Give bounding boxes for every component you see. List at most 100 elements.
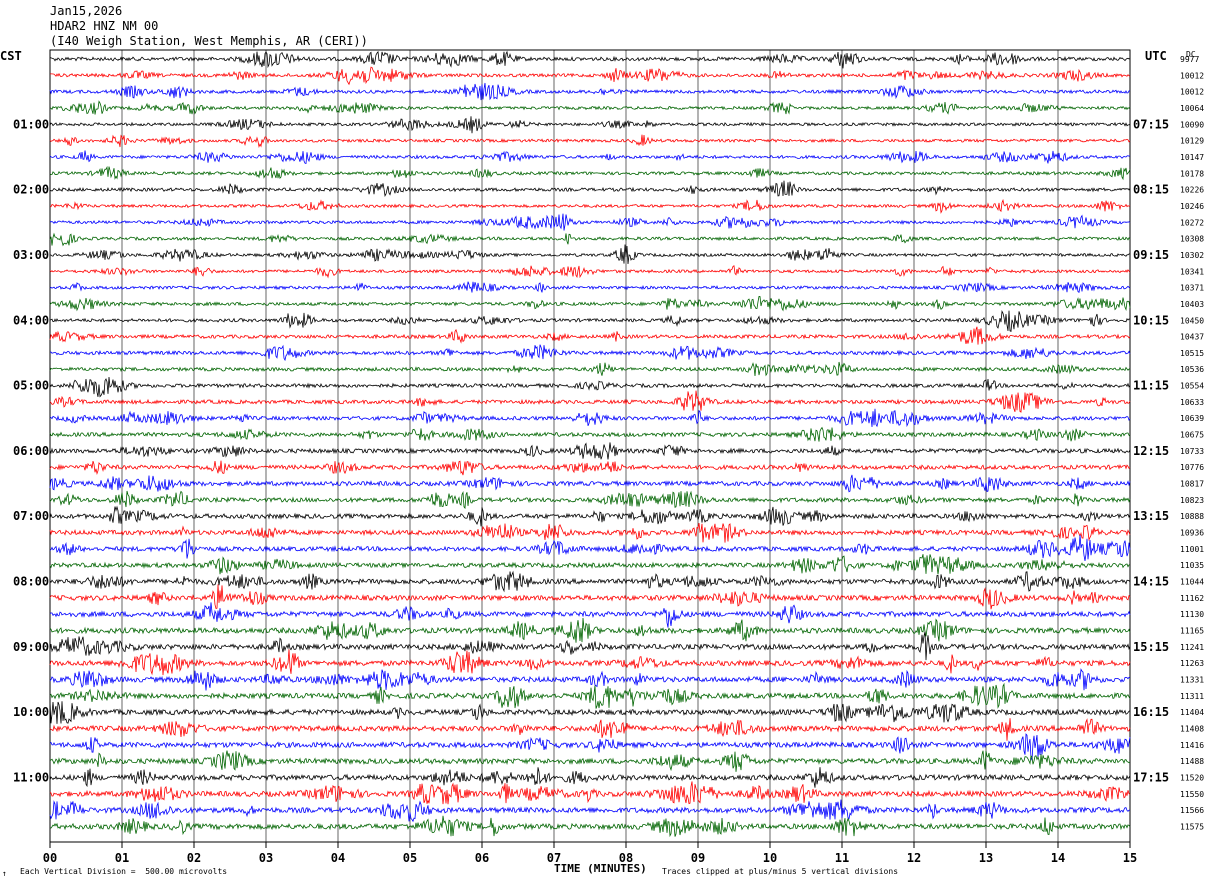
dc-offset-label: 10675 [1180, 431, 1204, 440]
dc-offset-label: 10178 [1180, 169, 1204, 178]
left-hour-label: 10:00 [13, 705, 49, 719]
x-tick-label: 03 [259, 851, 273, 865]
dc-offset-label: 11575 [1180, 822, 1204, 831]
seismic-trace [50, 244, 1131, 265]
left-hour-label: 11:00 [13, 770, 49, 784]
right-hour-label: 12:15 [1133, 444, 1169, 458]
seismic-trace [49, 474, 1131, 493]
right-hour-label: 07:15 [1133, 117, 1169, 131]
dc-offset-label: 11566 [1180, 806, 1204, 815]
x-tick-label: 04 [331, 851, 345, 865]
dc-offset-label: 10308 [1180, 235, 1204, 244]
dc-offset-label: 11416 [1180, 741, 1204, 750]
x-tick-labels: 00 01 02 03 04 05 06 07 08 09 10 11 12 13 14 15 [43, 851, 1137, 865]
dc-offset-label: 10776 [1180, 463, 1204, 472]
seismic-trace [49, 733, 1131, 761]
left-hour-label: 05:00 [13, 379, 49, 393]
scale-note: Each Vertical Division = 500.00 microvol… [20, 867, 228, 876]
seismic-trace [49, 505, 1131, 527]
seismic-trace [49, 534, 1131, 561]
seismic-trace [49, 602, 1131, 628]
dc-offset-label: 10147 [1180, 153, 1204, 162]
dc-offset-label: 10450 [1180, 316, 1204, 325]
dc-offset-label: 11263 [1180, 659, 1204, 668]
dc-offset-label: 10817 [1180, 480, 1204, 489]
seismic-trace [49, 150, 1131, 165]
left-hour-label: 06:00 [13, 444, 49, 458]
left-hour-labels: 01:00 02:00 03:00 04:00 05:00 06:00 07:00 08:00… [13, 117, 49, 784]
x-tick-label: 01 [115, 851, 129, 865]
seismic-trace [49, 554, 1130, 575]
dc-offset-label: 10129 [1180, 137, 1204, 146]
right-hour-label: 16:15 [1133, 705, 1169, 719]
dc-offset-label: 11520 [1180, 773, 1204, 782]
dc-offset-label: 10639 [1180, 414, 1204, 423]
seismic-trace [49, 570, 1131, 593]
right-hour-label: 13:15 [1133, 509, 1169, 523]
dc-offset-label: 10371 [1180, 284, 1204, 293]
seismic-trace [49, 281, 1131, 293]
dc-offset-labels: 9977 10012 10012 10064 10090 10129 10147 10178 1… [1180, 55, 1204, 832]
clip-note: Traces clipped at plus/minus 5 vertical … [662, 867, 899, 876]
x-tick-label: 10 [763, 851, 777, 865]
x-tick-label: 02 [187, 851, 201, 865]
seismic-trace [49, 701, 1131, 724]
right-hour-label: 08:15 [1133, 183, 1169, 197]
seismic-trace [49, 165, 1131, 181]
seismic-trace [49, 750, 1131, 772]
x-tick-label: 08 [619, 851, 633, 865]
seismic-trace [49, 326, 1131, 345]
dc-offset-label: 11241 [1180, 643, 1204, 652]
seismic-trace [49, 617, 1131, 643]
left-timezone-label: CST [0, 49, 22, 63]
dc-offset-label: 11162 [1180, 594, 1204, 603]
seismic-trace [49, 310, 1131, 333]
dc-offset-label: 11404 [1180, 708, 1204, 717]
right-timezone-label: UTC [1145, 49, 1167, 63]
dc-offset-label: 10341 [1180, 267, 1204, 276]
left-hour-label: 07:00 [13, 509, 49, 523]
seismic-trace [49, 815, 1131, 838]
dc-offset-label: 10226 [1180, 186, 1204, 195]
seismic-trace [50, 50, 1131, 69]
right-hour-label: 15:15 [1133, 640, 1169, 654]
station-code: HDAR2 HNZ NM 00 [50, 19, 159, 33]
seismic-trace [49, 408, 1131, 428]
x-tick-label: 06 [475, 851, 489, 865]
dc-offset-label: 10515 [1180, 349, 1204, 358]
left-hour-label: 09:00 [13, 640, 49, 654]
left-hour-label: 02:00 [13, 183, 49, 197]
right-hour-label: 17:15 [1133, 770, 1169, 784]
seismic-trace [49, 134, 1131, 149]
left-hour-label: 03:00 [13, 248, 49, 262]
dc-offset-label: 10437 [1180, 333, 1204, 342]
x-tick-label: 05 [403, 851, 417, 865]
dc-offset-label: 10633 [1180, 398, 1204, 407]
seismic-trace [49, 523, 1131, 543]
x-tick-label: 15 [1123, 851, 1137, 865]
dc-offset-label: 10064 [1180, 104, 1204, 113]
right-hour-labels: 07:15 08:15 09:15 10:15 11:15 12:15 13:15 14:15… [1133, 117, 1169, 784]
x-tick-label: 12 [907, 851, 921, 865]
right-hour-label: 11:15 [1133, 379, 1169, 393]
dc-offset-label: 10733 [1180, 447, 1204, 456]
seismic-trace [50, 213, 1131, 231]
seismic-trace [49, 265, 1131, 279]
seismic-trace [49, 180, 1131, 198]
seismic-trace [49, 490, 1131, 510]
seismic-trace [49, 361, 1131, 377]
x-axis-title: TIME (MINUTES) [554, 862, 647, 875]
x-tick-label: 14 [1051, 851, 1065, 865]
seismic-trace [49, 198, 1131, 214]
plot-frame [49, 49, 1131, 843]
x-tick-label: 13 [979, 851, 993, 865]
seismic-trace [49, 100, 1131, 115]
seismic-trace [49, 718, 1131, 741]
station-location: (I40 Weigh Station, West Memphis, AR (CE… [50, 34, 368, 48]
right-hour-label: 14:15 [1133, 575, 1169, 589]
dc-offset-label: 10090 [1180, 120, 1204, 129]
seismic-trace [49, 584, 1131, 610]
dc-offset-label: 11488 [1180, 757, 1204, 766]
dc-offset-label: 10012 [1180, 88, 1204, 97]
